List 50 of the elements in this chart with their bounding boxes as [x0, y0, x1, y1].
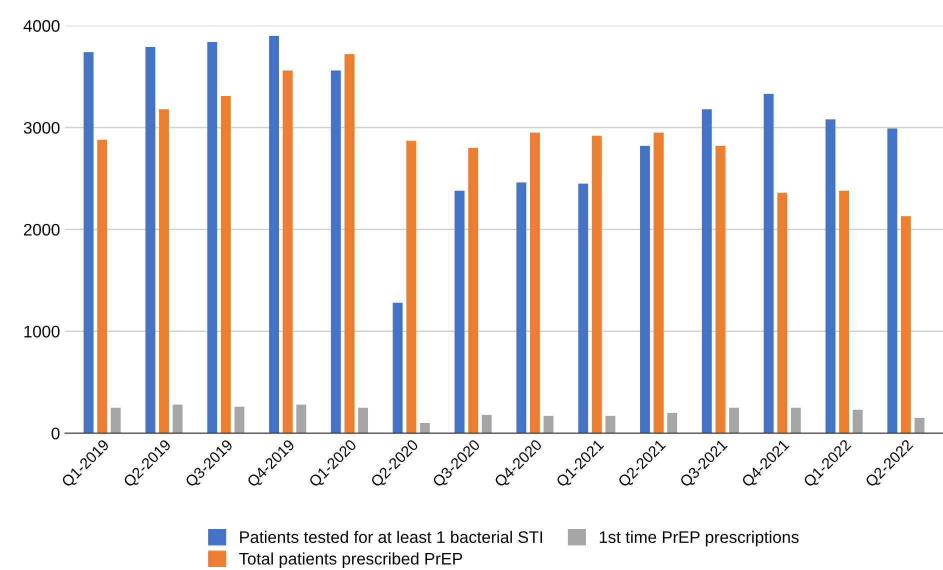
- bar: [269, 36, 279, 434]
- bar: [605, 416, 616, 434]
- bar: [220, 96, 231, 434]
- bar: [702, 109, 712, 434]
- bar: [530, 132, 540, 434]
- bar: [914, 418, 924, 434]
- bar: [159, 109, 169, 434]
- bar: [330, 70, 341, 434]
- bar: [420, 423, 430, 434]
- bar: [145, 47, 156, 434]
- bar: [900, 216, 911, 434]
- y-tick-label: 4000: [24, 20, 60, 32]
- bar: [640, 146, 650, 434]
- bar: [592, 136, 602, 434]
- bar: [654, 132, 664, 434]
- bar: [84, 52, 94, 434]
- bar: [282, 70, 293, 434]
- bar: [110, 408, 121, 434]
- bar: [97, 140, 108, 434]
- bar: [296, 404, 306, 434]
- bar: [207, 42, 218, 434]
- y-tick-label: 3000: [24, 122, 60, 134]
- bar: [392, 302, 403, 434]
- y-tick-label: 2000: [24, 224, 60, 236]
- bar: [544, 416, 554, 434]
- legend-label: 1st time PrEP prescriptions: [600, 530, 799, 546]
- bar: [826, 119, 836, 434]
- bar: [454, 190, 464, 434]
- legend-label: Patients tested for at least 1 bacterial STI: [240, 530, 542, 544]
- legend-label: Total patients prescribed PrEP: [239, 552, 462, 568]
- bar: [578, 184, 588, 434]
- bar: [729, 408, 739, 434]
- bar: [839, 190, 850, 434]
- bar: [790, 408, 801, 434]
- bar: [667, 412, 678, 434]
- bar: [852, 410, 863, 434]
- bar: [715, 146, 726, 434]
- bar: [406, 140, 416, 434]
- y-tick-label: 1000: [24, 326, 60, 338]
- bar: [358, 408, 368, 434]
- bar: [468, 148, 478, 434]
- bar: [764, 94, 774, 434]
- bar: [887, 128, 898, 434]
- y-tick-label: 0: [52, 428, 60, 440]
- bar: [777, 192, 788, 434]
- bar: [482, 414, 492, 434]
- bar: [172, 404, 183, 434]
- bar: [516, 182, 526, 434]
- bar: [234, 406, 244, 434]
- bar: [344, 54, 354, 434]
